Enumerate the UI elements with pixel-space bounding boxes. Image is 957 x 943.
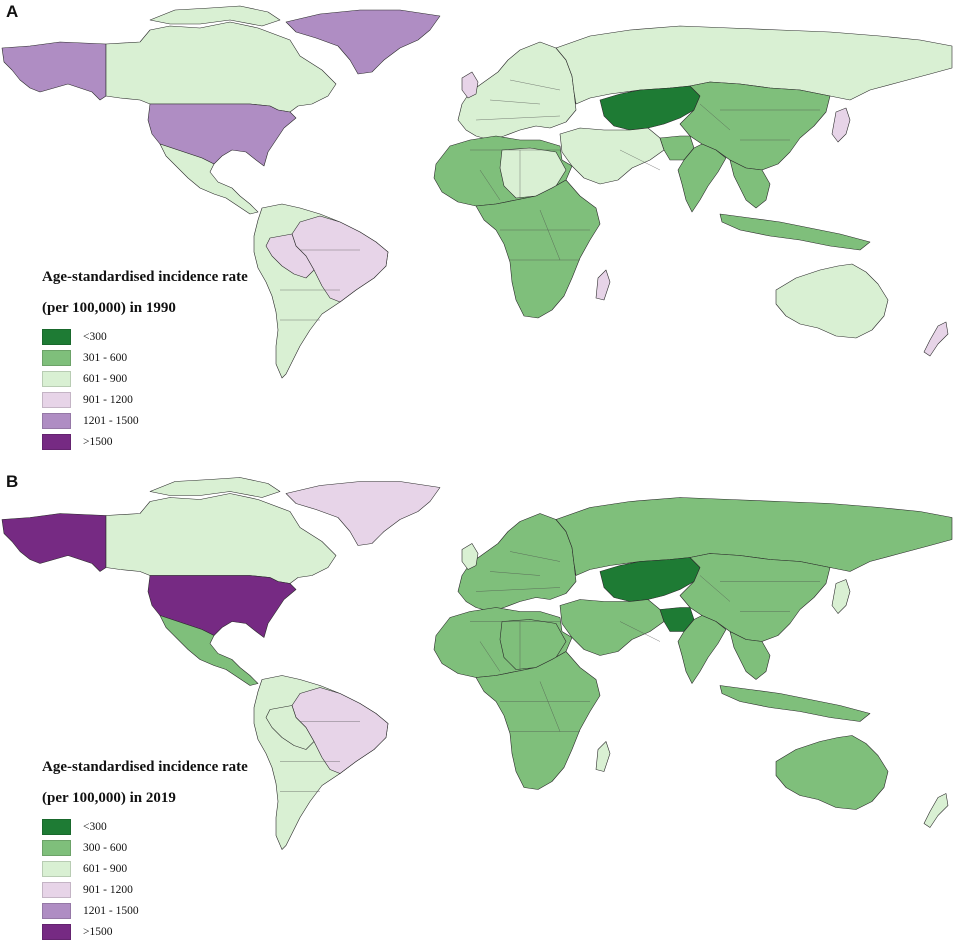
region-southeast-asia [719,159,871,251]
region-alaska [1,41,107,101]
panel-b-2019: B Age-standardised incidence rate (per 1… [0,470,957,943]
legend-item: >1500 [42,431,248,452]
region-alaska [1,513,107,572]
legend-title-line2: (per 100,000) in 1990 [42,300,176,316]
region-kazakhstan-central-asia [599,85,701,131]
legend-label: >1500 [83,435,113,448]
legend-label: 601 - 900 [83,862,128,875]
region-canada-islands [149,5,281,27]
panel-letter-b: B [6,472,19,491]
legend-label: <300 [83,820,107,833]
legend-2019: Age-standardised incidence rate (per 100… [42,760,248,942]
legend-item: <300 [42,326,248,347]
country-borders [280,551,820,792]
legend-swatch [42,923,71,940]
region-kazakhstan-central-asia [599,557,701,602]
region-russia [555,497,953,576]
legend-item: 1201 - 1500 [42,410,248,431]
region-mexico-central-america [159,615,259,686]
legend-swatch [42,433,71,450]
region-greenland [285,9,441,75]
legend-label: <300 [83,330,107,343]
region-india [677,615,727,684]
panel-a-1990: A Age-standardised incidence rate (per 1… [0,0,957,470]
region-middle-east [559,127,665,185]
region-bolivia-peru [265,705,315,750]
legend-label: 601 - 900 [83,372,128,385]
region-australia [775,263,889,339]
region-russia [555,25,953,105]
region-mexico-central-america [159,143,259,215]
world-map-2019 [1,477,953,850]
legend-item: 901 - 1200 [42,879,248,900]
legend-swatch [42,391,71,408]
legend-item: 901 - 1200 [42,389,248,410]
region-uk [461,543,479,570]
country-borders [280,79,820,321]
legend-swatch [42,860,71,877]
legend-label: 301 - 600 [83,351,128,364]
legend-item: <300 [42,816,248,837]
region-sub-saharan-africa [475,179,601,319]
region-madagascar [595,269,611,301]
legend-label: 901 - 1200 [83,883,133,896]
legend-label: 300 - 600 [83,841,128,854]
region-southeast-asia [719,631,871,722]
legend-item: 301 - 600 [42,347,248,368]
region-madagascar [595,741,611,772]
region-japan [831,579,851,614]
legend-swatch [42,881,71,898]
panel-letter-a: A [6,2,19,21]
region-australia [775,735,889,810]
region-new-zealand [923,321,949,357]
legend-item: 1201 - 1500 [42,900,248,921]
legend-item: >1500 [42,921,248,942]
legend-title-line1: Age-standardised incidence rate [42,759,248,775]
legend-label: 1201 - 1500 [83,414,139,427]
region-middle-east [559,599,665,656]
legend-title-line1: Age-standardised incidence rate [42,269,248,285]
legend-label: 901 - 1200 [83,393,133,406]
legend-swatch [42,818,71,835]
legend-swatch [42,349,71,366]
region-uk [461,71,479,99]
legend-swatch [42,839,71,856]
legend-swatch [42,328,71,345]
region-canada [105,493,337,584]
legend-title-line2: (per 100,000) in 2019 [42,790,176,806]
region-china-mongolia [679,553,831,642]
region-japan [831,107,851,143]
region-greenland [285,481,441,546]
legend-label: 1201 - 1500 [83,904,139,917]
legend-1990: Age-standardised incidence rate (per 100… [42,270,248,452]
world-map-1990 [1,5,953,379]
legend-swatch [42,412,71,429]
region-india [677,143,727,213]
region-china-mongolia [679,81,831,171]
region-canada [105,21,337,113]
legend-swatch [42,902,71,919]
legend-item: 601 - 900 [42,368,248,389]
legend-item: 601 - 900 [42,858,248,879]
legend-item: 300 - 600 [42,837,248,858]
legend-swatch [42,370,71,387]
region-new-zealand [923,793,949,828]
legend-label: >1500 [83,925,113,938]
region-sub-saharan-africa [475,651,601,790]
region-bolivia-peru [265,233,315,279]
region-canada-islands [149,477,281,498]
